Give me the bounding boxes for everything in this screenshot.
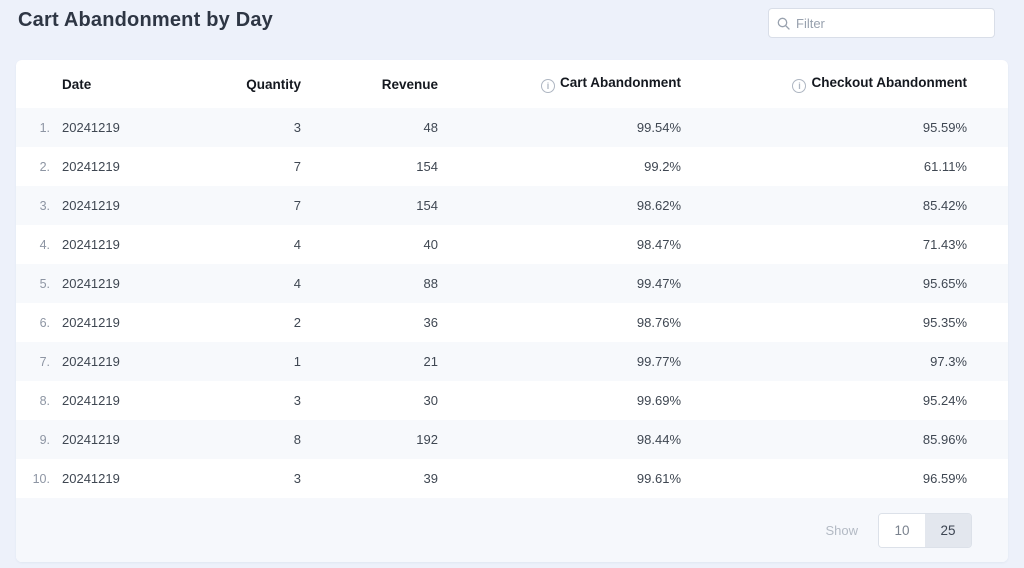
row-index: 10.	[32, 471, 50, 486]
table-body: 1. 20241219 3 48 99.54% 95.59% 2. 202412…	[16, 108, 1008, 498]
page-size-selector: 10 25	[878, 512, 972, 548]
cell-date: 20241219	[62, 276, 120, 291]
cell-quantity: 4	[293, 237, 301, 252]
cell-checkout-abandonment: 85.96%	[922, 432, 967, 447]
row-index: 9.	[39, 432, 50, 447]
row-index: 7.	[39, 354, 50, 369]
header-revenue[interactable]: Revenue	[381, 76, 438, 92]
table-header-row: Date Quantity Revenue i Cart Abandonment …	[16, 60, 1008, 108]
cell-date: 20241219	[62, 354, 120, 369]
cell-checkout-abandonment: 61.11%	[923, 159, 967, 174]
row-index: 4.	[39, 237, 50, 252]
show-label: Show	[825, 522, 858, 538]
cell-date: 20241219	[62, 471, 120, 486]
cell-date: 20241219	[62, 393, 120, 408]
cell-cart-abandonment: 99.77%	[636, 354, 681, 369]
cell-cart-abandonment: 98.47%	[636, 237, 681, 252]
cell-revenue: 39	[423, 471, 438, 486]
cell-checkout-abandonment: 95.35%	[922, 315, 967, 330]
cell-checkout-abandonment: 95.24%	[922, 393, 967, 408]
cell-revenue: 30	[423, 393, 438, 408]
table-row: 6. 20241219 2 36 98.76% 95.35%	[16, 303, 1008, 342]
page-size-10-button[interactable]: 10	[879, 513, 925, 547]
cell-date: 20241219	[62, 159, 120, 174]
row-index: 5.	[39, 276, 50, 291]
row-index: 2.	[39, 159, 50, 174]
table-row: 3. 20241219 7 154 98.62% 85.42%	[16, 186, 1008, 225]
cell-quantity: 8	[293, 432, 301, 447]
cell-date: 20241219	[62, 432, 120, 447]
cell-quantity: 4	[293, 276, 301, 291]
row-index: 8.	[39, 393, 50, 408]
cell-quantity: 7	[293, 198, 301, 213]
cell-revenue: 21	[423, 354, 438, 369]
filter-input[interactable]	[796, 15, 986, 31]
info-icon[interactable]: i	[792, 79, 807, 93]
cell-revenue: 88	[423, 276, 438, 291]
page-title: Cart Abandonment by Day	[18, 9, 274, 31]
cell-date: 20241219	[62, 237, 120, 252]
cell-date: 20241219	[62, 120, 120, 135]
cell-cart-abandonment: 99.69%	[636, 393, 681, 408]
table-row: 2. 20241219 7 154 99.2% 61.11%	[16, 147, 1008, 186]
cell-checkout-abandonment: 96.59%	[922, 471, 967, 486]
table-row: 4. 20241219 4 40 98.47% 71.43%	[16, 225, 1008, 264]
row-index: 3.	[39, 198, 50, 213]
cell-quantity: 2	[293, 315, 301, 330]
page-size-25-button[interactable]: 25	[925, 513, 971, 547]
header-checkout-abandonment[interactable]: i Checkout Abandonment	[681, 60, 1008, 108]
header-cart-abandonment[interactable]: i Cart Abandonment	[438, 60, 681, 108]
cell-revenue: 48	[423, 120, 438, 135]
cell-date: 20241219	[62, 198, 120, 213]
table-row: 10. 20241219 3 39 99.61% 96.59%	[16, 459, 1008, 498]
cell-cart-abandonment: 99.2%	[644, 159, 681, 174]
cell-checkout-abandonment: 71.43%	[922, 237, 967, 252]
cell-quantity: 7	[293, 159, 301, 174]
row-index: 6.	[39, 315, 50, 330]
header-quantity[interactable]: Quantity	[246, 76, 301, 92]
cell-cart-abandonment: 99.47%	[636, 276, 681, 291]
cell-cart-abandonment: 99.54%	[636, 120, 681, 135]
table-row: 1. 20241219 3 48 99.54% 95.59%	[16, 108, 1008, 147]
cell-revenue: 154	[416, 198, 438, 213]
cell-checkout-abandonment: 97.3%	[930, 354, 967, 369]
table-footer: Show 10 25	[16, 498, 1008, 562]
cell-checkout-abandonment: 85.42%	[922, 198, 967, 213]
cell-quantity: 1	[293, 354, 301, 369]
cell-quantity: 3	[293, 471, 301, 486]
table-row: 8. 20241219 3 30 99.69% 95.24%	[16, 381, 1008, 420]
cell-date: 20241219	[62, 315, 120, 330]
search-icon	[777, 17, 790, 30]
cell-quantity: 3	[293, 120, 301, 135]
cell-revenue: 40	[423, 237, 438, 252]
row-index: 1.	[39, 120, 50, 135]
report-table: Date Quantity Revenue i Cart Abandonment …	[16, 60, 1008, 498]
cell-cart-abandonment: 98.76%	[636, 315, 681, 330]
header-index	[16, 60, 50, 108]
header-checkout-abandonment-label: Checkout Abandonment	[811, 75, 967, 90]
cell-revenue: 154	[416, 159, 438, 174]
cell-revenue: 36	[423, 315, 438, 330]
filter-box	[768, 8, 995, 38]
header-date[interactable]: Date	[62, 76, 92, 92]
info-icon[interactable]: i	[541, 79, 555, 93]
cell-revenue: 192	[416, 432, 438, 447]
table-row: 5. 20241219 4 88 99.47% 95.65%	[16, 264, 1008, 303]
cell-cart-abandonment: 98.44%	[636, 432, 681, 447]
cell-checkout-abandonment: 95.59%	[922, 120, 967, 135]
header-cart-abandonment-label: Cart Abandonment	[560, 75, 681, 90]
cell-cart-abandonment: 98.62%	[636, 198, 681, 213]
cell-checkout-abandonment: 95.65%	[922, 276, 967, 291]
cell-cart-abandonment: 99.61%	[636, 471, 681, 486]
cell-quantity: 3	[293, 393, 301, 408]
report-table-card: Date Quantity Revenue i Cart Abandonment …	[16, 60, 1008, 562]
table-row: 9. 20241219 8 192 98.44% 85.96%	[16, 420, 1008, 459]
table-row: 7. 20241219 1 21 99.77% 97.3%	[16, 342, 1008, 381]
